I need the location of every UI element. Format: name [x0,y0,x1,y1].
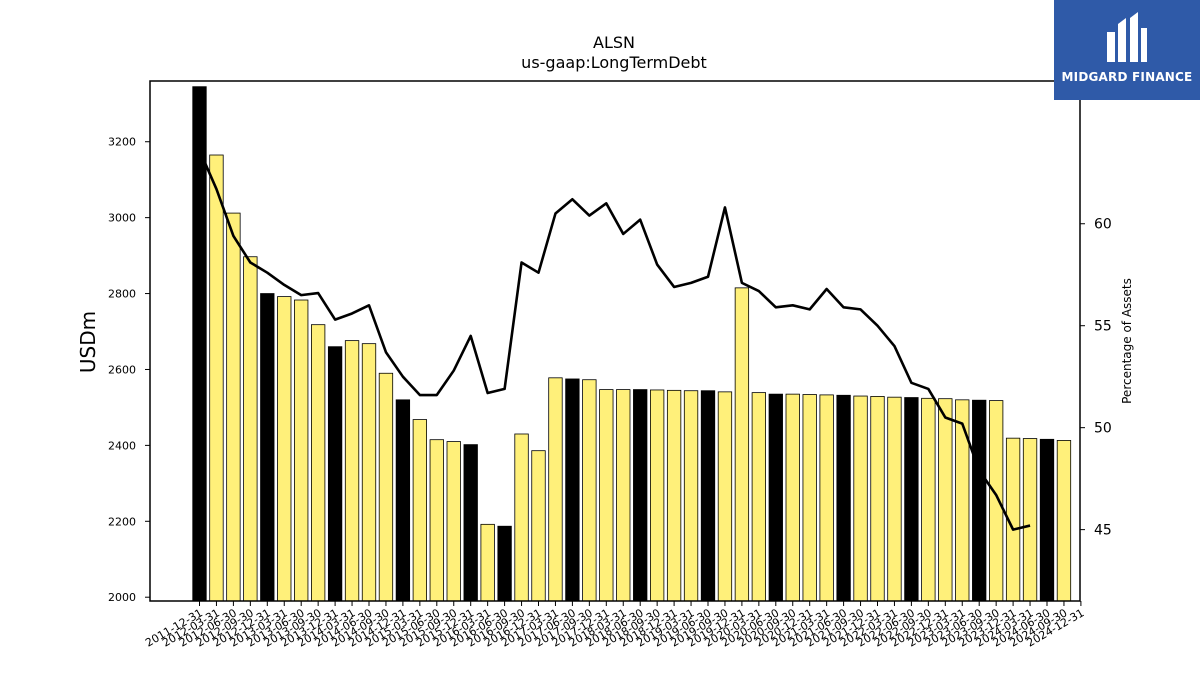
bar [768,393,783,602]
bar [1056,440,1072,602]
bar [226,212,241,602]
brand-logo: MIDGARD FINANCE [1054,0,1200,100]
bar [633,389,648,602]
y-tick-label: 2400 [108,439,136,452]
bar [921,397,936,602]
y2-axis-ticks: 45 50 55 60 [1080,217,1112,539]
y-tick-label: 2600 [108,363,136,376]
bar [599,389,614,602]
bar [582,379,597,602]
y2-tick-label: 45 [1094,523,1112,539]
bar [310,324,326,602]
bar [395,399,411,602]
bar [989,400,1004,602]
y-tick-label: 3200 [108,136,136,149]
x-axis-ticks: 2011-12-312012-03-312012-06-302012-09-30… [143,601,1086,650]
y2-tick-label: 55 [1094,319,1112,335]
bar [565,378,580,602]
y2-tick-label: 50 [1094,421,1112,437]
bar [870,396,885,602]
y2-tick-label: 60 [1094,217,1112,233]
y-tick-label: 2200 [108,515,136,528]
bar [344,340,360,602]
bar [734,287,750,602]
bar [955,399,970,602]
bar [514,433,529,602]
bar [294,299,309,602]
line-path [198,149,1031,531]
bar [650,389,665,602]
bar [802,394,817,602]
bar [836,394,851,602]
bar [887,396,902,602]
y-tick-label: 2000 [108,591,136,604]
bar [260,293,275,602]
bar [327,346,343,602]
y-tick-label: 3000 [108,212,136,225]
bar [412,419,428,602]
bar [616,389,631,602]
bar [1039,438,1055,602]
bar [751,392,766,602]
y-tick-label: 2800 [108,288,136,301]
bar [700,390,716,602]
plot-frame [149,80,1081,602]
logo-mark-icon [1107,12,1147,62]
bar [480,523,495,602]
bar [1022,438,1038,602]
line-series [198,149,1031,531]
bar [666,389,682,602]
bar [548,377,563,602]
bar-series [192,86,1072,602]
bar [717,391,733,602]
bar [497,525,512,602]
bar [819,394,834,602]
bar [904,397,919,602]
bar [972,399,987,602]
chart-title: ALSN [593,33,635,52]
bar [683,390,699,602]
bar [463,444,478,602]
chart-subtitle: us-gaap:LongTermDebt [521,53,707,72]
bar [531,450,546,602]
y2-axis-label: Percentage of Assets [1120,278,1134,404]
bar [429,439,444,602]
bar [853,395,868,602]
brand-name: MIDGARD FINANCE [1061,70,1193,84]
bar [785,393,800,602]
bar [378,372,394,602]
bar [446,441,461,602]
y-axis-label: USDm [76,311,100,373]
y-axis-ticks: 2000 2200 2400 2600 2800 3000 3200 [108,136,150,604]
bar [938,398,953,602]
bar [209,154,224,602]
bar [277,296,292,602]
bar [243,256,258,602]
bar [361,343,377,602]
